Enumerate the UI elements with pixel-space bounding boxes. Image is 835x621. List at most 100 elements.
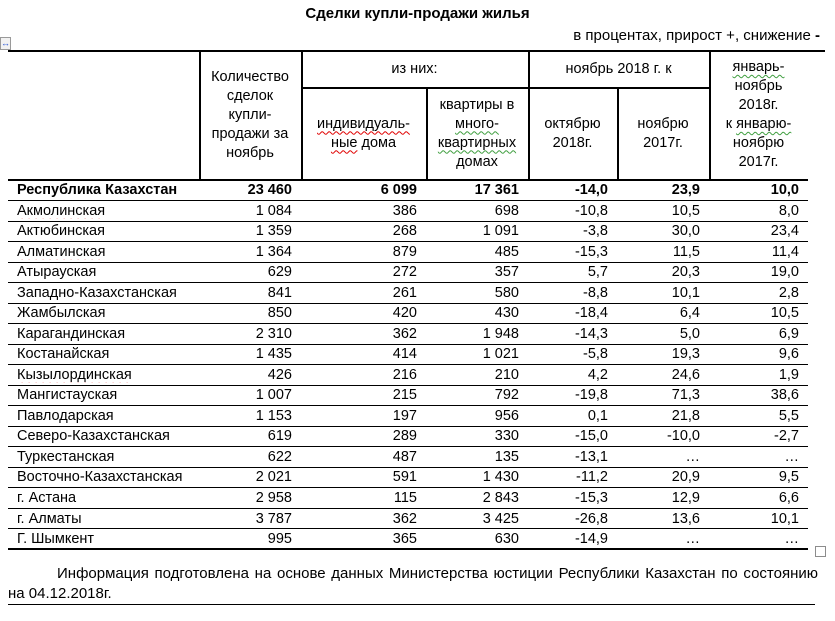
cell-to_oct: -14,3: [574, 325, 608, 342]
cell-region: Восточно-Казахстанская: [17, 469, 183, 486]
cell-region: Западно-Казахстанская: [17, 284, 177, 301]
table-row: Атырауская 629 272 357 5,7 20,3 19,0: [8, 263, 808, 284]
cell-region: Северо-Казахстанская: [17, 428, 170, 445]
cell-to_nov: 5,0: [679, 325, 700, 342]
cell-jan_nov: …: [784, 448, 800, 465]
cell-total: 3 787: [255, 510, 292, 527]
cell-apartments: 1 021: [482, 346, 519, 363]
cell-houses: 197: [392, 407, 417, 424]
cell-to_oct: -13,1: [574, 448, 608, 465]
cell-to_oct: -5,8: [583, 346, 608, 363]
cell-to_oct: 0,1: [587, 407, 608, 424]
table-row: г. Астана 2 958 115 2 843 -15,3 12,9 6,6: [8, 488, 808, 509]
header-apartments: квартиры в много-квартирных домах: [426, 89, 528, 179]
table-row: Восточно-Казахстанская 2 021 591 1 430 -11,2…: [8, 468, 808, 489]
column-divider: [199, 51, 201, 179]
header-individual-houses-text: индивидуаль-ные дома: [317, 115, 410, 151]
cell-houses: 289: [392, 428, 417, 445]
table-row: Г. Шымкент 995 365 630 -14,9……: [8, 529, 808, 550]
cell-apartments: 485: [494, 243, 519, 260]
cell-to_nov: 6,4: [679, 305, 700, 322]
cell-total: 1 364: [255, 243, 292, 260]
cell-jan_nov: 23,4: [770, 223, 799, 240]
cell-region: Карагандинская: [17, 325, 126, 342]
cell-jan_nov: 9,5: [778, 469, 799, 486]
cell-to_oct: 5,7: [587, 264, 608, 281]
column-divider: [617, 88, 619, 179]
header-apartments-text: квартиры в много-квартирных домах: [437, 96, 517, 170]
header-of-them: из них:: [391, 60, 438, 77]
header-individual-houses: индивидуаль-ные дома: [301, 89, 426, 179]
cell-jan_nov: 11,4: [771, 243, 799, 260]
cell-to_nov: 20,3: [671, 264, 700, 281]
cell-jan_nov: -2,7: [774, 428, 799, 445]
cell-houses: 215: [392, 387, 417, 404]
cell-to_nov: 24,6: [671, 366, 700, 383]
cell-apartments: 430: [494, 305, 519, 322]
cell-to_nov: 11,5: [672, 243, 700, 260]
cell-region: Акмолинская: [17, 202, 106, 219]
cell-houses: 362: [392, 325, 417, 342]
table-row: Западно-Казахстанская 841 261 580 -8,8 10,1 2,…: [8, 283, 808, 304]
cell-jan_nov: 5,5: [778, 407, 799, 424]
cell-to_oct: -19,8: [574, 387, 608, 404]
footer-line-2: на 04.12.2018г.: [8, 584, 815, 605]
cell-apartments: 792: [494, 387, 519, 404]
cell-to_nov: 20,9: [671, 469, 700, 486]
table-row: Алматинская 1 364 879 485 -15,3 11,5 11,4: [8, 242, 808, 263]
cell-apartments: 698: [494, 202, 519, 219]
cell-apartments: 135: [494, 448, 519, 465]
table-move-handle[interactable]: ↔: [0, 37, 11, 50]
cell-total: 2 310: [255, 325, 292, 342]
cell-houses: 261: [392, 284, 417, 301]
cell-apartments: 630: [494, 530, 519, 547]
cell-to_oct: -26,8: [574, 510, 608, 527]
header-vs-november: ноябрю 2017г.: [637, 115, 689, 151]
cell-houses: 115: [393, 489, 417, 506]
units-note: в процентах, прирост +, снижение -: [573, 27, 820, 44]
cell-jan_nov: …: [784, 530, 800, 547]
cell-region: Кызылординская: [17, 366, 132, 383]
header-nov-2018-vs: ноябрь 2018 г. к: [565, 60, 672, 77]
cell-apartments: 1 948: [482, 325, 519, 342]
header-vs-october: октябрю 2018г.: [544, 115, 601, 151]
cell-to_nov: 19,3: [671, 346, 700, 363]
cell-jan_nov: 10,0: [770, 182, 799, 199]
cell-to_nov: 30,0: [671, 223, 700, 240]
header-jan-nov-text: январь-ноябрь 2018г. к январю-ноябрю 2017г.: [725, 59, 792, 170]
cell-total: 629: [267, 264, 292, 281]
cell-jan_nov: 6,9: [778, 325, 799, 342]
table-row: Северо-Казахстанская 619 289 330 -15,0 -10,0 -…: [8, 427, 808, 448]
cell-jan_nov: 6,6: [778, 489, 799, 506]
units-note-dash: -: [815, 27, 820, 44]
cell-to_oct: -10,8: [574, 202, 608, 219]
header-jan-nov-cumulative: январь-ноябрь 2018г. к январю-ноябрю 2017г.: [709, 52, 808, 179]
table-row: г. Алматы 3 787 362 3 425 -26,8 13,6 10,1: [8, 509, 808, 530]
cell-total: 1 359: [255, 223, 292, 240]
cell-total: 426: [267, 366, 292, 383]
cell-jan_nov: 8,0: [778, 202, 799, 219]
cell-to_oct: -14,9: [574, 530, 608, 547]
cell-region: Мангистауская: [17, 387, 118, 404]
cell-to_oct: -15,3: [574, 489, 608, 506]
table-top-border: [8, 50, 825, 52]
cell-region: Г. Шымкент: [17, 530, 95, 547]
header-inner-rule: [301, 87, 711, 89]
cell-to_nov: 23,9: [671, 182, 700, 199]
cell-region: Атырауская: [17, 264, 97, 281]
cell-houses: 268: [392, 223, 417, 240]
cell-jan_nov: 10,5: [770, 305, 799, 322]
cell-jan_nov: 1,9: [778, 366, 799, 383]
cell-region: Павлодарская: [17, 407, 114, 424]
cell-apartments: 2 843: [482, 489, 519, 506]
cell-to_oct: -11,2: [576, 469, 608, 486]
cell-total: 2 958: [255, 489, 292, 506]
table-resize-handle[interactable]: [815, 546, 826, 557]
cell-houses: 272: [392, 264, 417, 281]
cell-houses: 420: [392, 305, 417, 322]
cell-total: 1 084: [255, 202, 292, 219]
cell-houses: 414: [392, 346, 417, 363]
column-divider: [301, 51, 303, 179]
cell-jan_nov: 38,6: [770, 387, 799, 404]
cell-to_oct: -15,0: [574, 428, 608, 445]
